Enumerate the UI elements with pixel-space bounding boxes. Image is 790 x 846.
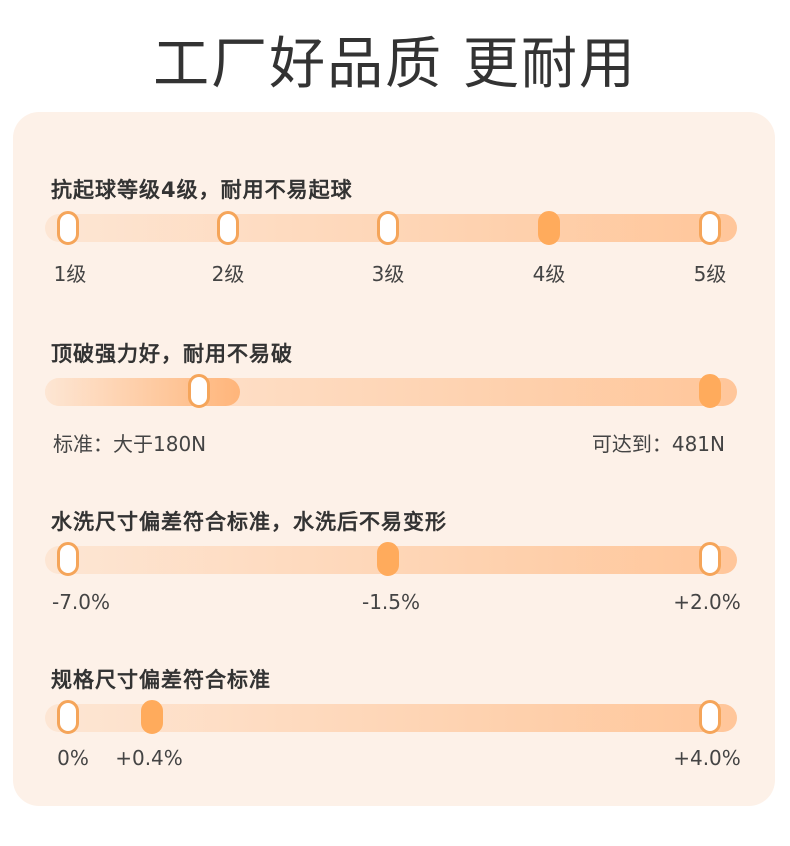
- pilling-label-5: 5级: [693, 262, 727, 286]
- pilling-label-3: 3级: [371, 262, 405, 286]
- wash-label-max: +2.0%: [673, 590, 741, 614]
- burst-achieved-knob: [699, 374, 721, 408]
- burst-standard-label: 标准：大于180N: [53, 432, 207, 456]
- wash-title: 水洗尺寸偏差符合标准，水洗后不易变形: [51, 510, 447, 534]
- page-title: 工厂好品质 更耐用: [153, 32, 637, 97]
- burst-standard-fill: [45, 378, 240, 406]
- wash-knob-value: [377, 542, 399, 576]
- spec-label-min: 0%: [57, 746, 89, 770]
- pilling-knob-5: [699, 211, 721, 245]
- burst-title: 顶破强力好，耐用不易破: [51, 342, 293, 366]
- pilling-knob-1: [57, 211, 79, 245]
- wash-knob-min: [57, 542, 79, 576]
- pilling-label-4: 4级: [532, 262, 566, 286]
- wash-label-min: -7.0%: [51, 590, 111, 614]
- pilling-label-1: 1级: [53, 262, 87, 286]
- quality-card: 抗起球等级4级，耐用不易起球 1级 2级 3级 4级 5级 顶破强力好，耐用不易…: [13, 112, 775, 806]
- pilling-label-2: 2级: [211, 262, 245, 286]
- spec-knob-value: [141, 700, 163, 734]
- pilling-knob-4-selected: [538, 211, 560, 245]
- spec-title: 规格尺寸偏差符合标准: [51, 668, 271, 692]
- spec-label-value: +0.4%: [115, 746, 183, 770]
- pilling-knob-2: [217, 211, 239, 245]
- burst-achieved-label: 可达到：481N: [591, 432, 725, 456]
- wash-label-value: -1.5%: [361, 590, 421, 614]
- pilling-knob-3: [377, 211, 399, 245]
- burst-standard-knob: [188, 374, 210, 408]
- spec-knob-max: [699, 700, 721, 734]
- wash-knob-max: [699, 542, 721, 576]
- pilling-title: 抗起球等级4级，耐用不易起球: [51, 178, 353, 202]
- spec-knob-min: [57, 700, 79, 734]
- spec-label-max: +4.0%: [673, 746, 741, 770]
- burst-track: [45, 378, 737, 406]
